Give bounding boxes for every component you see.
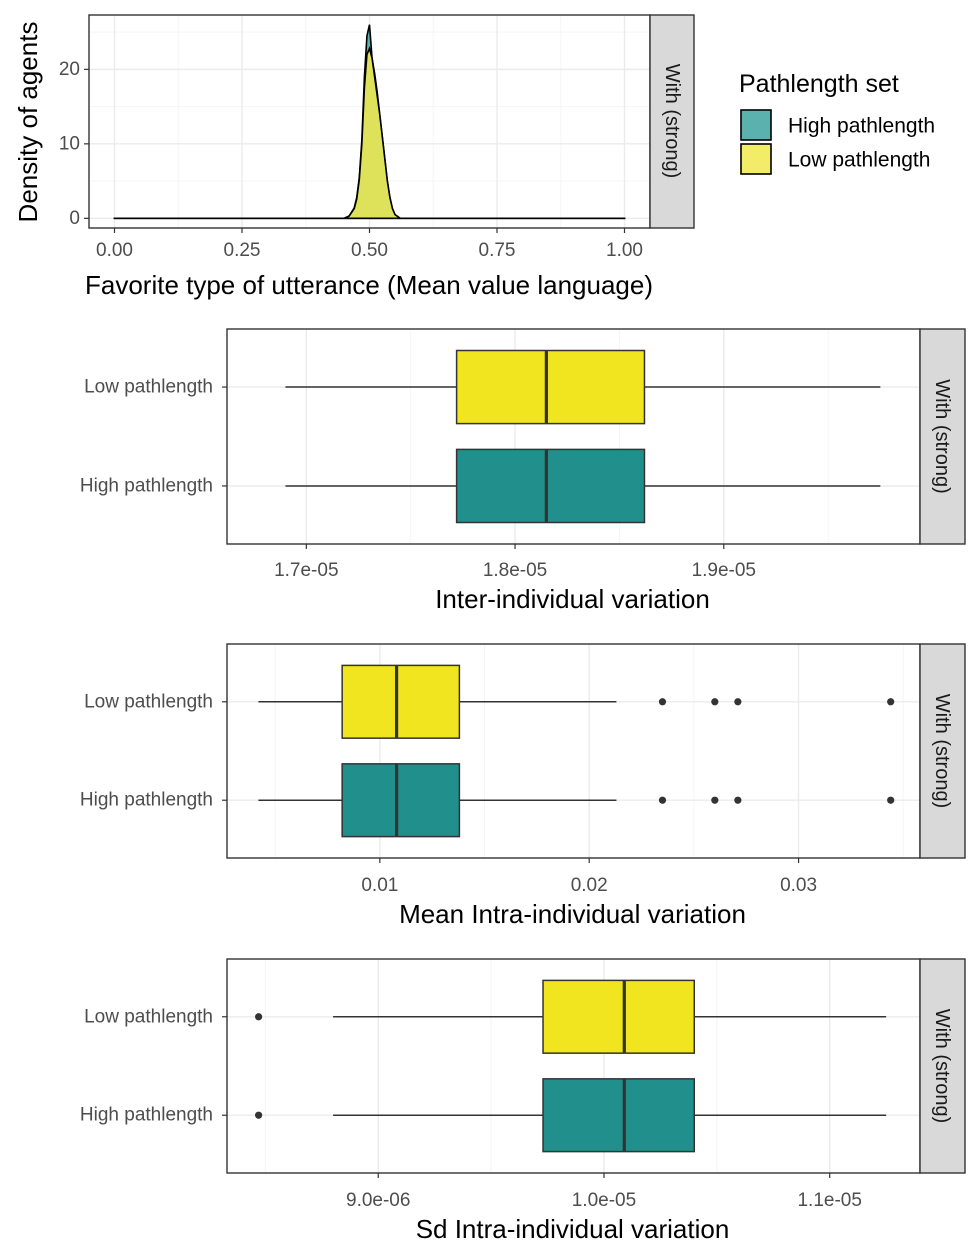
box-low: [455, 349, 646, 425]
outlier-point-high: [734, 796, 742, 804]
x-tick-label: 0.25: [224, 240, 261, 261]
x-tick-label: 0.75: [479, 240, 516, 261]
x-tick-label: 0.01: [361, 875, 398, 896]
y-tick-label: 0: [69, 208, 80, 229]
x-tick-label: 0.03: [780, 875, 817, 896]
strip-box: [919, 643, 966, 859]
outlier-point-low: [255, 1013, 263, 1021]
legend-title: Pathlength set: [739, 70, 899, 98]
density-area-low: [113, 46, 626, 220]
boxplot-panel-3: With (strong) Low pathlength High pathleng…: [80, 958, 966, 1244]
y-tick-label: 10: [59, 133, 80, 154]
boxplot-panel-2: With (strong) Low pathlength High pathleng…: [80, 643, 966, 929]
strip-box: [649, 14, 695, 229]
panel-background: [227, 644, 920, 858]
outlier-point-low: [658, 698, 667, 706]
legend-key-low: [740, 143, 772, 175]
y-category-label: High pathlength: [80, 790, 213, 811]
strip-box: [919, 958, 966, 1174]
strip-label: With (strong): [931, 379, 953, 493]
y-category-label: Low pathlength: [84, 377, 213, 398]
boxplot-panel-1: With (strong) Low pathlength High pathleng…: [80, 328, 966, 614]
box-high: [341, 763, 461, 838]
x-axis-title: Mean Intra-individual variation: [399, 899, 746, 929]
box-low: [542, 979, 696, 1054]
x-tick-label: 0.50: [351, 240, 388, 261]
box-low: [341, 664, 461, 739]
x-tick-label: 1.8e-05: [483, 560, 547, 581]
y-category-label: High pathlength: [80, 1105, 213, 1126]
x-tick-label: 1.0e-05: [572, 1190, 636, 1211]
x-axis-title: Inter-individual variation: [435, 584, 710, 614]
x-tick-label: 1.7e-05: [274, 560, 338, 581]
y-axis-title: Density of agents: [13, 22, 43, 223]
strip-label: With (strong): [931, 694, 953, 808]
legend-label-low: Low pathlength: [788, 149, 930, 172]
y-category-label: Low pathlength: [84, 691, 213, 712]
strip-box: [919, 328, 966, 545]
outlier-point-low: [887, 698, 895, 706]
y-tick-label: 20: [59, 59, 80, 80]
strip-label: With (strong): [661, 64, 683, 178]
legend-label-high: High pathlength: [788, 115, 935, 138]
x-tick-label: 0.02: [571, 875, 608, 896]
y-category-label: Low pathlength: [84, 1006, 213, 1027]
x-axis-title: Sd Intra-individual variation: [416, 1214, 730, 1244]
y-category-label: High pathlength: [80, 475, 213, 496]
box-high: [542, 1078, 696, 1153]
box-high: [455, 448, 646, 524]
x-tick-label: 1.9e-05: [692, 560, 756, 581]
outlier-point-low: [711, 698, 719, 706]
outlier-point-high: [711, 796, 719, 804]
outlier-point-high: [255, 1111, 263, 1119]
strip-label: With (strong): [931, 1009, 953, 1123]
x-tick-label: 0.00: [96, 240, 133, 261]
density-panel: With (strong) 0.00 0.25 0.50 0.75 1.00 0 10 20 Fa…: [13, 14, 695, 300]
outlier-point-high: [658, 796, 667, 804]
legend: Pathlength set High pathlength Low pathlen…: [739, 70, 935, 175]
x-axis-title: Favorite type of utterance (Mean value l…: [85, 270, 653, 300]
x-tick-label: 1.00: [606, 240, 643, 261]
outlier-point-high: [887, 796, 895, 804]
legend-key-high: [740, 109, 772, 141]
outlier-point-low: [734, 698, 742, 706]
x-tick-label: 9.0e-06: [346, 1190, 410, 1211]
x-tick-label: 1.1e-05: [797, 1190, 861, 1211]
